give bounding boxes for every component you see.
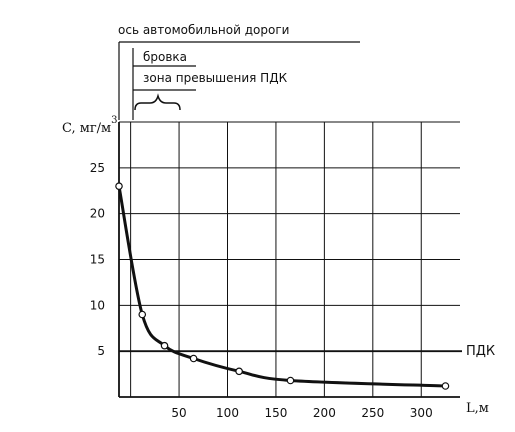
road-axis-label: ось автомобильной дороги [118, 23, 289, 37]
x-tick-label: 50 [171, 406, 186, 420]
data-points [115, 182, 450, 390]
data-point [138, 310, 147, 319]
zone-label: зона превышения ПДК [143, 71, 288, 85]
edge-label: бровка [143, 50, 187, 64]
data-point [235, 367, 243, 376]
data-point [286, 376, 295, 385]
series-line [117, 184, 447, 388]
grid [118, 121, 462, 398]
y-tick-label: 20 [90, 207, 105, 221]
y-tick-label: 25 [90, 161, 105, 175]
data-point [441, 382, 450, 390]
x-tick-label: 300 [410, 406, 433, 420]
y-tick-label: 5 [97, 344, 105, 358]
x-tick-label: 250 [361, 406, 384, 420]
y-tick-label: 10 [90, 298, 105, 312]
x-tick-label: 200 [313, 406, 336, 420]
x-axis-label: L,м [466, 401, 489, 416]
x-tick-label: 100 [216, 406, 239, 420]
annotations: ось автомобильной дороги бровка зона пре… [118, 23, 360, 120]
pdk-label: ПДК [466, 344, 495, 359]
x-tick-label: 150 [264, 406, 287, 420]
zone-brace [134, 93, 181, 111]
data-point [115, 182, 123, 190]
tick-labels: 50 100 150 200 250 300 5 10 15 20 25 [90, 161, 433, 420]
data-point [160, 341, 169, 350]
y-tick-label: 15 [90, 253, 105, 267]
series-curve [117, 184, 447, 388]
y-axis-label: C, мг/м3 [62, 115, 118, 136]
data-point [189, 354, 198, 363]
